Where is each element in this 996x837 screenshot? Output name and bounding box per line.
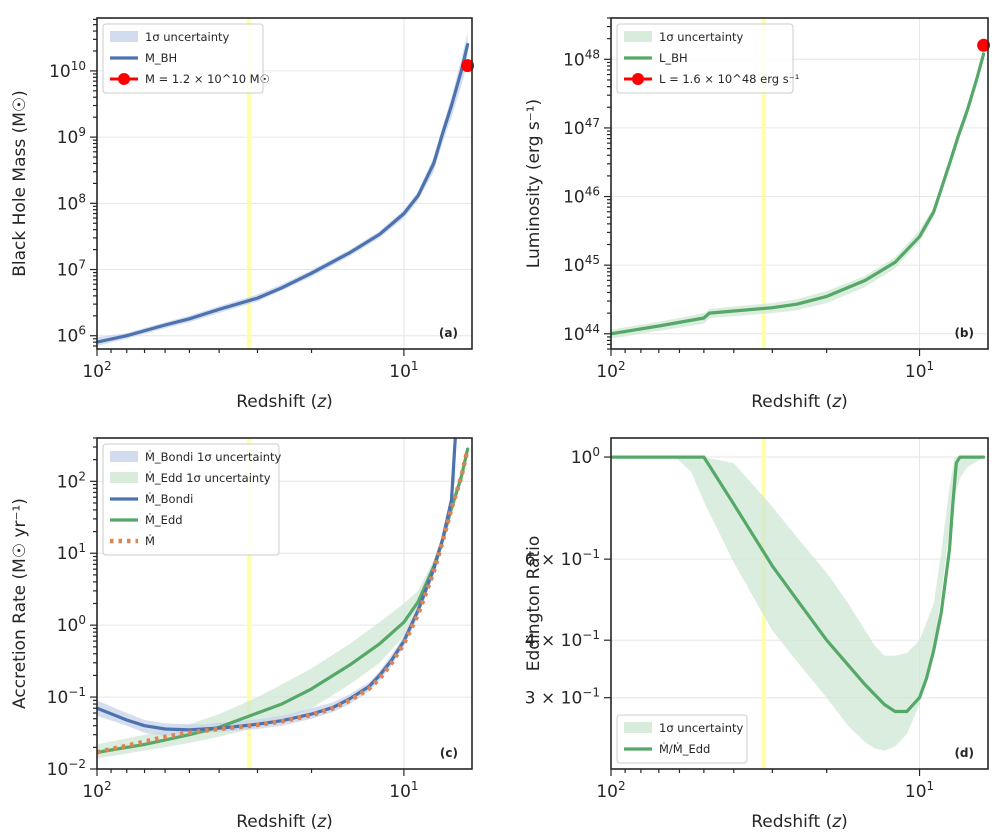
legend-label: Ṁ_Edd 1σ uncertainty <box>145 470 271 485</box>
series-line-green <box>611 455 986 714</box>
legend: 1σ uncertainty Ṁ/Ṁ_Edd <box>616 714 748 764</box>
panel-a: 102 101 106 107 108 109 1010 Redshift (z) Black … <box>10 17 475 412</box>
plot-area-c <box>97 438 472 769</box>
y-axis-label: Luminosity (erg s⁻¹) <box>524 99 544 268</box>
legend-label: L = 1.6 × 10^48 erg s⁻¹ <box>659 72 799 86</box>
y-tick-label: 100 <box>57 613 86 636</box>
y-tick-label: 4 × 10−1 <box>525 628 600 651</box>
y-tick-label: 1044 <box>563 322 600 345</box>
panel-label: (b) <box>954 326 974 340</box>
legend-box <box>102 443 280 556</box>
data-marker <box>461 59 475 73</box>
x-tick-label: 102 <box>82 359 111 382</box>
legend: 1σ uncertainty L_BH L = 1.6 × 10^48 erg s⁻… <box>616 23 799 94</box>
y-axis-label: Eddington Ratio <box>524 536 544 672</box>
y-tick-label: 109 <box>57 125 86 148</box>
legend-label: Ṁ <box>145 533 155 548</box>
x-axis-label: Redshift (z) <box>236 812 333 832</box>
legend-label: 1σ uncertainty <box>659 30 744 44</box>
y-axis-label: Black Hole Mass (M☉) <box>10 90 30 277</box>
uncertainty-band-green <box>97 444 468 759</box>
x-tick-label: 101 <box>905 779 934 802</box>
x-axis-label: Redshift (z) <box>751 812 848 832</box>
x-axis-label: Redshift (z) <box>236 392 333 412</box>
series-line-green <box>611 52 986 336</box>
x-axis-label: Redshift (z) <box>751 392 848 412</box>
y-tick-label: 3 × 10−1 <box>525 686 600 709</box>
legend-label: Ṁ_Bondi <box>145 491 193 506</box>
y-tick-label: 101 <box>57 541 86 564</box>
legend-label: 1σ uncertainty <box>659 721 744 735</box>
legend-box <box>102 23 264 94</box>
y-tick-label: 6 × 10−1 <box>525 547 600 570</box>
legend: 1σ uncertainty M_BH M = 1.2 × 10^10 M☉ <box>102 23 270 94</box>
y-tick-label: 106 <box>57 324 86 347</box>
y-tick-label: 108 <box>57 191 86 214</box>
legend-label: M = 1.2 × 10^10 M☉ <box>145 72 270 86</box>
y-axis-label: Accretion Rate (M☉ yr⁻¹) <box>10 498 30 709</box>
legend-label: Ṁ/Ṁ_Edd <box>659 741 710 756</box>
x-tick-label: 102 <box>596 779 625 802</box>
y-tick-label: 1010 <box>49 59 86 82</box>
panel-label: (d) <box>954 746 974 760</box>
x-tick-label: 102 <box>82 779 111 802</box>
plot-area-d <box>611 438 988 769</box>
panel-c: 102 101 10−2 10−1 100 101 102 Redshift (z) Accre… <box>10 437 473 832</box>
legend-swatch-band <box>624 722 652 733</box>
uncertainty-band-green <box>611 457 984 751</box>
legend-label: Ṁ_Edd <box>145 512 183 527</box>
panel-label: (a) <box>439 326 458 340</box>
y-tick-label: 1046 <box>563 185 600 208</box>
y-tick-label: 1048 <box>563 47 600 70</box>
legend-label: L_BH <box>659 51 688 65</box>
legend-swatch-band <box>110 451 138 462</box>
y-tick-label: 10−1 <box>47 685 86 708</box>
panel-d: 102 101 3 × 10−1 4 × 10−1 6 × 10−1 100 Redshif… <box>524 437 989 832</box>
legend-swatch-marker <box>632 73 644 85</box>
legend-label: Ṁ_Bondi 1σ uncertainty <box>145 449 282 464</box>
x-tick-label: 102 <box>596 359 625 382</box>
series-line-blue <box>97 43 470 344</box>
legend-swatch-marker <box>118 73 130 85</box>
y-tick-label: 102 <box>57 469 86 492</box>
y-tick-label: 1045 <box>563 253 600 276</box>
x-tick-label: 101 <box>389 779 418 802</box>
data-marker <box>977 38 991 52</box>
legend-label: 1σ uncertainty <box>145 30 230 44</box>
legend-label: M_BH <box>145 51 177 65</box>
panel-b: 102 101 1044 1045 1046 1047 1048 Redshift (z) Lu… <box>524 17 991 412</box>
legend-swatch-band <box>624 31 652 42</box>
y-tick-label: 1047 <box>563 116 600 139</box>
y-tick-label: 100 <box>571 445 600 468</box>
y-tick-label: 107 <box>57 258 86 281</box>
y-tick-label: 10−2 <box>47 757 86 780</box>
legend-box <box>616 23 794 94</box>
legend-swatch-band <box>110 31 138 42</box>
axes-frame <box>610 17 989 350</box>
x-tick-label: 101 <box>389 359 418 382</box>
x-tick-label: 101 <box>905 359 934 382</box>
legend: Ṁ_Bondi 1σ uncertainty Ṁ_Edd 1σ uncertain… <box>102 443 282 556</box>
legend-swatch-band <box>110 472 138 483</box>
axes-frame <box>610 437 989 770</box>
panel-label: (c) <box>440 746 458 760</box>
